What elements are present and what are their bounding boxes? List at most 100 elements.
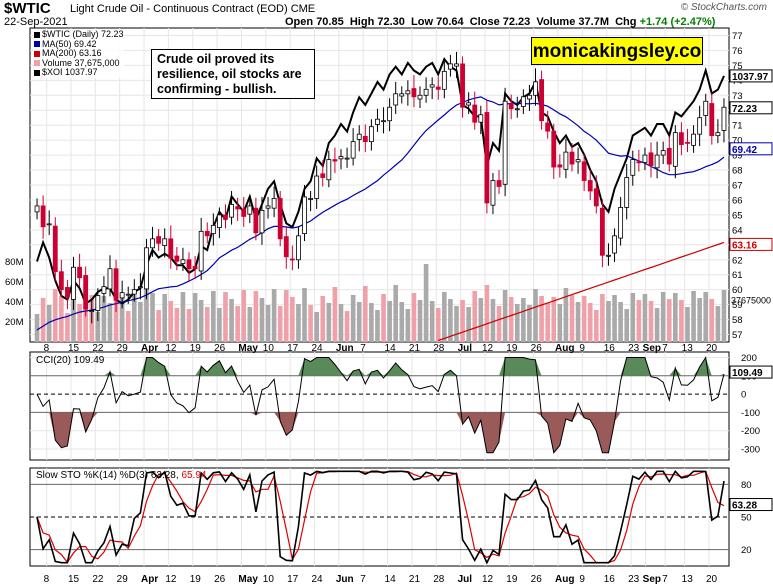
candle-body (180, 259, 186, 264)
price-tick-label: 69 (732, 151, 743, 162)
volume-bar (691, 291, 696, 342)
candle-body (265, 205, 271, 209)
date-label-bottom: 28 (433, 574, 445, 585)
date-label-bottom: 19 (190, 574, 202, 585)
volume-bar (40, 298, 46, 342)
date-label-bottom: May (238, 574, 258, 585)
candle-body (198, 230, 204, 272)
date-label-bottom: 20 (706, 574, 718, 585)
volume-bar (95, 312, 101, 342)
legend-ma200: MA(200) 63.16 (34, 48, 124, 59)
legend-wtic-label: $WTIC (Daily) 72.23 (42, 29, 124, 39)
volume-bar (563, 288, 569, 342)
volume-bar (369, 303, 374, 342)
date-label-bottom: 16 (604, 574, 616, 585)
date-label-bottom: 17 (287, 574, 299, 585)
sto-k-value-label: 63.28 (732, 501, 757, 512)
sto-k-value-label-box (729, 498, 773, 512)
ma50-line (36, 96, 725, 331)
date-label-bottom: 14 (385, 574, 397, 585)
volume-bar (156, 310, 161, 342)
sto-d-value: 65.94 (181, 470, 206, 481)
candle-body (636, 161, 642, 164)
candle-body (338, 156, 344, 160)
candle-body (289, 258, 295, 261)
ma50-value-label-box (729, 142, 773, 156)
ma200-value-label: 63.16 (732, 240, 757, 251)
candle-body (332, 159, 338, 162)
low-label: Low (411, 16, 434, 28)
volume-bar (624, 309, 630, 342)
volume-bar (362, 286, 368, 342)
candle-body (113, 268, 119, 301)
volume-bar (186, 309, 192, 342)
date-label-top: 22 (92, 343, 104, 354)
candle-body (58, 271, 64, 291)
date-label-top: 7 (360, 343, 366, 354)
date-label-bottom: 13 (682, 574, 694, 585)
date-label-top: 13 (682, 343, 694, 354)
volume-bar (265, 305, 271, 342)
candle-body (624, 177, 630, 208)
cci-value-label: 109.49 (732, 368, 763, 379)
candle-body (654, 154, 660, 169)
date-label-top: 24 (311, 343, 323, 354)
volume-bar (253, 291, 259, 342)
date-label-bottom: 23 (628, 574, 640, 585)
legend-xoi: $XOI 1037.97 (34, 67, 124, 78)
candle-body (89, 310, 95, 313)
candle-body (484, 112, 490, 204)
date-label-top: 21 (409, 343, 421, 354)
volume-bar (411, 293, 417, 342)
candle-body (508, 103, 514, 110)
candle-body (192, 266, 198, 270)
candle-body (283, 236, 289, 258)
price-tick-label: 59 (732, 300, 743, 311)
candle-body (642, 154, 648, 163)
volume-bar (34, 314, 40, 342)
candle-body (131, 289, 137, 295)
volume-bar (606, 301, 611, 342)
candle-body (679, 132, 684, 146)
candle-body (454, 63, 459, 67)
volume-bar (642, 294, 648, 342)
volume-bar (308, 305, 313, 342)
candle-body (393, 93, 399, 106)
candle-body (217, 214, 222, 229)
volume-bar (393, 285, 399, 342)
volume-bar (673, 293, 678, 342)
price-tick-label: 58 (732, 315, 743, 326)
candle-body (235, 206, 241, 210)
legend-ma50: MA(50) 69.42 (34, 39, 124, 50)
candle-body (40, 205, 46, 228)
volume-bar (320, 296, 326, 342)
price-tick-label: 71 (732, 121, 743, 132)
last-price-label: 72.23 (732, 104, 757, 115)
volume-bar (557, 304, 563, 342)
cci-tick-label: -100 (741, 408, 760, 419)
candle-body (150, 238, 155, 249)
volume-bar (423, 264, 429, 342)
candle-body (156, 236, 162, 244)
volume-bar (454, 306, 459, 342)
candle-body (672, 132, 678, 167)
date-label-bottom: 15 (68, 574, 80, 585)
candle-body (296, 235, 301, 261)
date-label-top: 19 (506, 343, 518, 354)
volume-bar (399, 302, 405, 342)
candle-body (362, 136, 368, 143)
last-price-label-box (729, 101, 773, 115)
candle-body (247, 205, 253, 215)
volume-bar (533, 289, 538, 342)
high-value: 72.30 (377, 16, 405, 28)
candle-body (587, 180, 593, 192)
sto-title: Slow STO %K(14) %D(3) 63.28, 65.94 (36, 470, 207, 481)
volume-bar (618, 302, 623, 342)
volume-tick-label: 60M (5, 277, 24, 288)
price-tick-label: 66 (732, 195, 743, 206)
candle-body (253, 207, 259, 234)
date-label-top: Jun (336, 343, 354, 354)
candle-body (223, 214, 228, 220)
sto-tick-label: 20 (741, 545, 752, 556)
volume-bar (59, 296, 64, 342)
